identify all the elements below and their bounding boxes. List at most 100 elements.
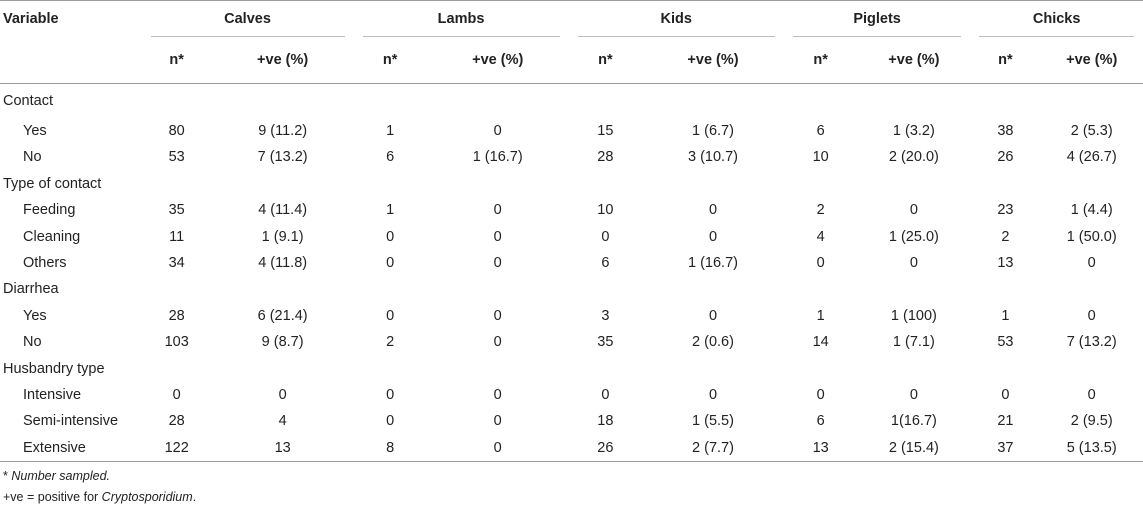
cell-n: 1 [386, 123, 395, 139]
cell-n: 0 [386, 307, 395, 324]
cell-positive: 0 [493, 228, 502, 245]
cell-empty [569, 276, 643, 302]
cell-n: 2 [386, 334, 395, 351]
section-label: Contact [3, 93, 53, 109]
cell-n: 28 [168, 413, 185, 430]
section-label: Type of contact [3, 175, 102, 192]
cell-n: 103 [164, 334, 189, 351]
table-row: Others 34 4 (11.8) 0 0 6 1 (16.7) 0 0 13 0 [0, 250, 1143, 276]
cell-positive: 0 [1087, 307, 1096, 324]
cell-n: 35 [597, 334, 614, 351]
cell-n: 53 [997, 334, 1014, 351]
cell-empty [354, 171, 427, 197]
table-row: Yes 80 9 (11.2) 1 0 15 1 (6.7) 6 1 (3.2) 38 2 (5.3… [0, 118, 1143, 144]
cell-positive: 2 (9.5) [1070, 413, 1113, 430]
cell-empty [1040, 84, 1143, 119]
cell-empty [857, 276, 970, 302]
cell-positive: 0 [493, 334, 502, 351]
species-header-calves: Calves [141, 0, 354, 37]
cell-empty [427, 171, 569, 197]
cell-empty [354, 84, 427, 119]
table-row: Extensive 122 13 8 0 26 2 (7.7) 13 2 (15.4) 37 5 (… [0, 434, 1143, 463]
cell-n: 8 [353, 434, 427, 463]
cell-positive: 1 (25.0) [888, 228, 939, 245]
cell-n: 53 [168, 149, 185, 166]
cell-positive: 4 (11.8) [258, 255, 308, 272]
cell-n: 15 [597, 123, 614, 139]
subheader-n: n* [353, 37, 427, 84]
subheader-n: n* [970, 37, 1041, 84]
row-label: Yes [23, 307, 47, 324]
cell-positive: 7 (13.2) [257, 149, 308, 166]
cell-positive: 4 (26.7) [1066, 149, 1117, 166]
row-label: Semi-intensive [23, 413, 119, 430]
cell-empty [1040, 171, 1143, 197]
table-row: Cleaning 11 1 (9.1) 0 0 0 0 4 1 (25.0) 2 1 (50.0) [0, 224, 1143, 250]
cell-empty [857, 171, 970, 197]
cell-positive: 1 (9.1) [261, 228, 304, 245]
section-row: Husbandry type [0, 356, 1143, 382]
cell-positive: 0 [493, 255, 502, 272]
cell-empty [642, 276, 784, 302]
cell-n: 10 [597, 202, 614, 219]
cell-empty [212, 84, 354, 119]
cell-empty [427, 276, 569, 302]
table-row: Feeding 35 4 (11.4) 1 0 10 0 2 0 23 1 (4.4) [0, 197, 1143, 223]
cell-positive: 2 (7.7) [642, 434, 784, 463]
cell-positive: 0 [708, 228, 718, 245]
cell-n: 4 [816, 228, 825, 245]
cell-positive: 0 [708, 307, 718, 324]
cell-n: 26 [997, 149, 1014, 166]
cell-positive: 0 [909, 387, 918, 404]
row-label: Extensive [0, 434, 142, 463]
cell-n: 6 [816, 413, 825, 430]
cell-empty [142, 356, 212, 382]
section-label: Husbandry type [3, 360, 105, 377]
cell-n: 6 [816, 123, 825, 139]
cell-n: 0 [816, 255, 825, 272]
cell-positive: 0 [1087, 255, 1096, 272]
cell-n: 0 [386, 387, 395, 404]
cell-positive: 1 (16.7) [688, 255, 738, 272]
subheader-positive: +ve (%) [857, 37, 971, 84]
row-label: Yes [23, 123, 47, 139]
cell-positive: 13 [211, 434, 354, 463]
cell-n: 0 [1001, 387, 1010, 404]
cell-positive: 5 (13.5) [1040, 434, 1143, 463]
cell-empty [970, 276, 1040, 302]
cell-empty [569, 84, 643, 119]
table-row: Intensive 0 0 0 0 0 0 0 0 0 0 [0, 382, 1143, 408]
cell-positive: 1 (7.1) [892, 334, 935, 351]
cell-empty [142, 171, 212, 197]
cell-positive: 9 (8.7) [261, 334, 304, 351]
cell-n: 0 [601, 228, 610, 245]
cell-n: 2 [816, 202, 825, 219]
cell-n: 10 [812, 149, 829, 166]
cell-n: 0 [172, 387, 181, 404]
cell-n: 3 [601, 307, 610, 324]
cell-n: 6 [601, 255, 610, 272]
cell-empty [427, 356, 569, 382]
species-header-kids: Kids [568, 0, 784, 37]
cell-empty [354, 276, 427, 302]
cell-n: 1 [1001, 307, 1010, 324]
cell-n: 28 [597, 149, 614, 166]
row-label: No [23, 334, 42, 351]
cell-empty [970, 171, 1040, 197]
cell-empty [642, 356, 784, 382]
cell-positive: 2 (0.6) [692, 334, 734, 351]
cell-positive: 1 (4.4) [1070, 202, 1113, 219]
cell-positive: 3 (10.7) [688, 149, 738, 166]
row-label: Cleaning [23, 228, 81, 245]
cell-empty [569, 171, 643, 197]
cell-positive: 1 (16.7) [472, 149, 523, 166]
cell-n: 80 [168, 123, 185, 139]
cell-positive: 4 [278, 413, 287, 430]
cell-empty [354, 356, 427, 382]
cell-n: 13 [997, 255, 1014, 272]
cell-empty [784, 171, 858, 197]
subheader-n: n* [568, 37, 643, 84]
cell-n: 1 [816, 307, 825, 324]
cell-empty [1040, 356, 1143, 382]
subheader-positive: +ve (%) [1040, 37, 1143, 84]
